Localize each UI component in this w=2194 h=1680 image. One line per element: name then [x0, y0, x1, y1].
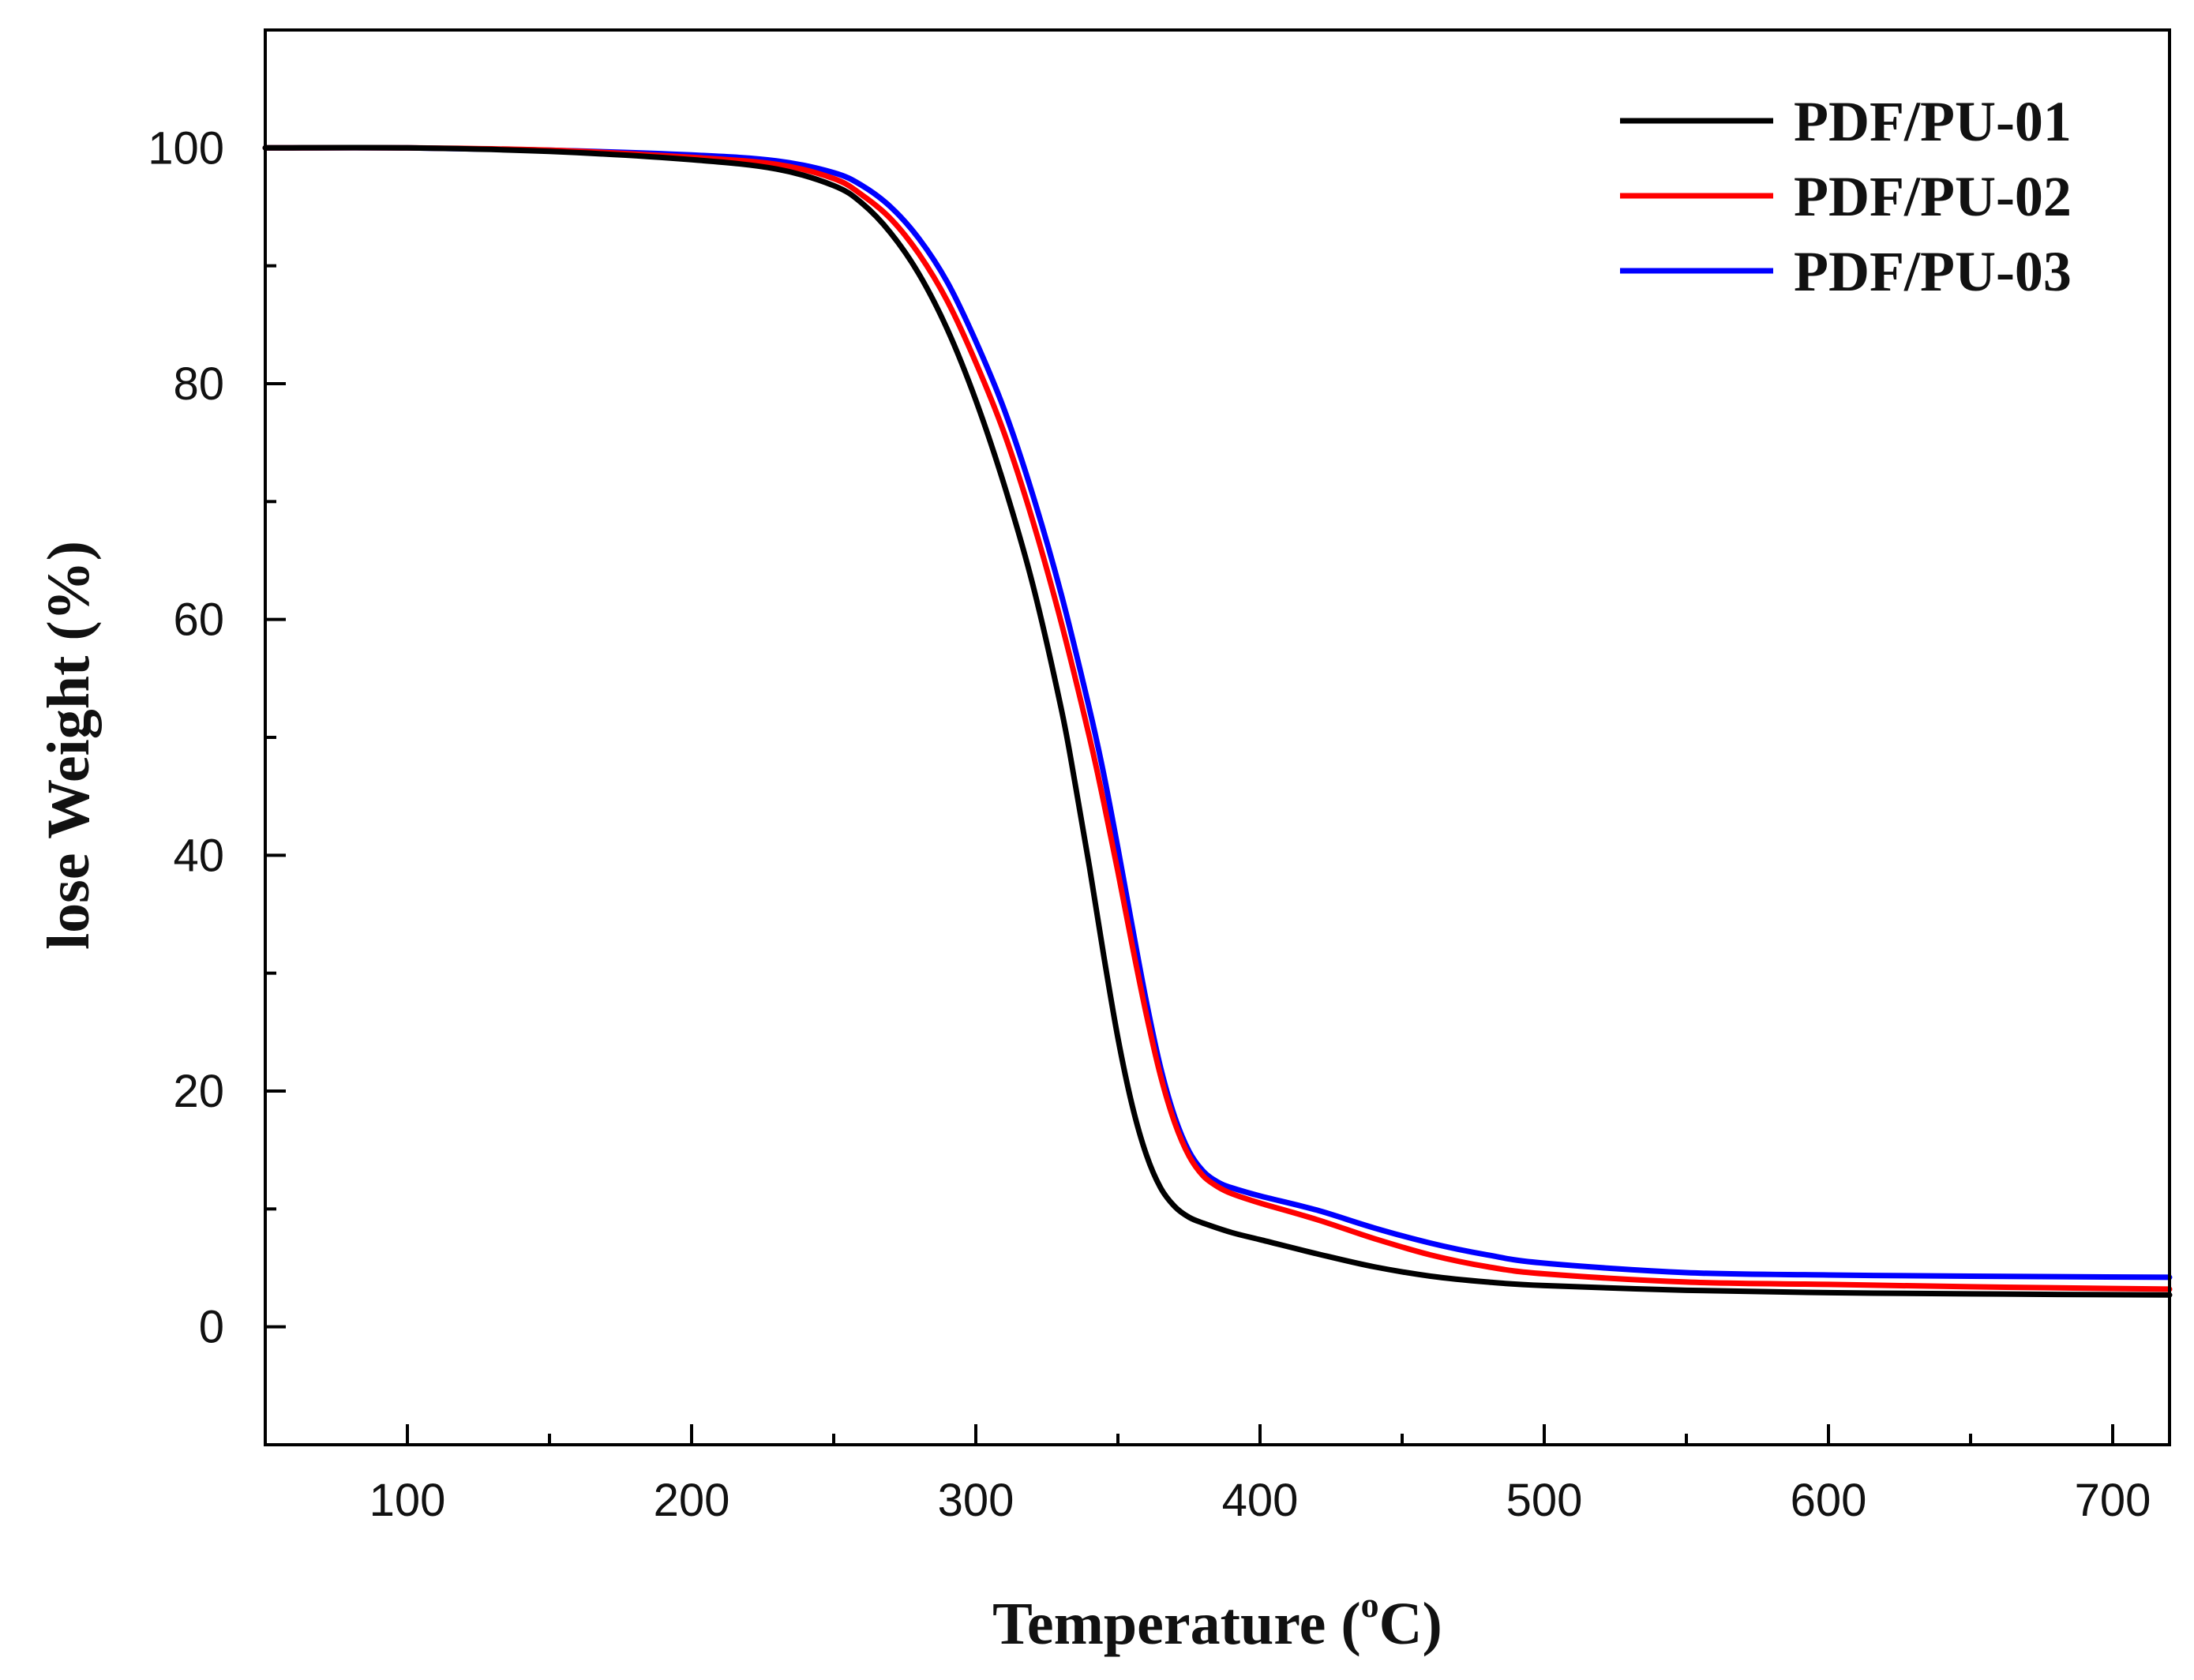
x-tick-label: 300	[938, 1475, 1014, 1526]
plot-frame	[264, 28, 2171, 1446]
legend-label-pdf-pu-02: PDF/PU-02	[1794, 165, 2072, 228]
y-tick-label: 80	[173, 358, 224, 410]
y-tick-label: 20	[173, 1066, 224, 1117]
x-axis-title-superscript: o	[1361, 1584, 1379, 1625]
x-tick-label: 600	[1791, 1475, 1867, 1526]
y-tick-label: 60	[173, 594, 224, 646]
tick-labels: 100 200 300 400 500 600 700 0 20 40 60 80 100	[148, 122, 2151, 1526]
x-axis-title: Temperature (oC)	[992, 1584, 1442, 1657]
y-tick-label: 100	[148, 122, 224, 174]
x-tick-label: 100	[369, 1475, 446, 1526]
x-tick-label: 500	[1506, 1475, 1583, 1526]
legend-label-pdf-pu-03: PDF/PU-03	[1794, 240, 2072, 303]
series-line-pdf-pu-01	[262, 144, 2173, 1298]
x-axis-title-unit: C)	[1379, 1591, 1442, 1657]
x-tick-label: 200	[654, 1475, 730, 1526]
series-line-pdf-pu-02	[262, 144, 2173, 1292]
y-tick-label: 0	[199, 1302, 224, 1353]
series-lines	[262, 144, 2173, 1298]
legend-label-pdf-pu-01: PDF/PU-01	[1794, 90, 2072, 153]
series-line-pdf-pu-03	[262, 144, 2173, 1281]
y-axis-title: lose Weight (%)	[36, 541, 102, 950]
y-tick-label: 40	[173, 830, 224, 881]
x-tick-label: 700	[2075, 1475, 2151, 1526]
x-tick-label: 400	[1222, 1475, 1299, 1526]
x-axis-title-text: Temperature (	[992, 1591, 1360, 1657]
legend: PDF/PU-01 PDF/PU-02 PDF/PU-03	[1620, 90, 2072, 303]
